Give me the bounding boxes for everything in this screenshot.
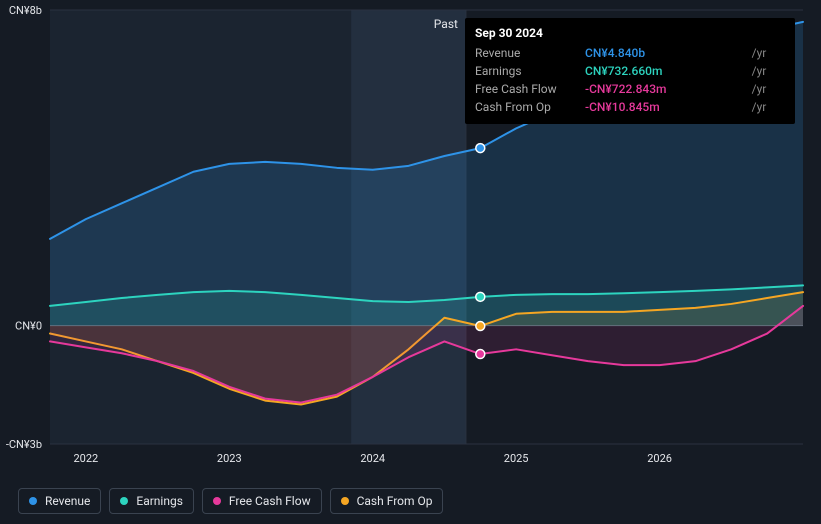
x-axis-label: 2024 (360, 452, 385, 465)
legend-item-revenue[interactable]: Revenue (18, 488, 101, 514)
y-axis-label: CN¥8b (9, 4, 42, 17)
tooltip-title: Sep 30 2024 (475, 26, 785, 40)
tooltip-row-unit: /yr (748, 62, 785, 80)
tooltip-row-value: -CN¥10.845m (585, 98, 748, 116)
tooltip-row-label: Cash From Op (475, 98, 585, 116)
x-axis-label: 2023 (217, 452, 242, 465)
tooltip-row-value: CN¥732.660m (585, 62, 748, 80)
data-tooltip: Sep 30 2024 RevenueCN¥4.840b/yrEarningsC… (465, 18, 795, 124)
marker-cash_from_op[interactable] (476, 322, 485, 331)
tooltip-row: EarningsCN¥732.660m/yr (475, 62, 785, 80)
y-axis-label: -CN¥3b (6, 438, 42, 451)
marker-revenue[interactable] (476, 144, 485, 153)
x-axis-label: 2022 (73, 452, 98, 465)
x-axis-label: 2025 (504, 452, 529, 465)
x-axis-label: 2026 (647, 452, 672, 465)
legend-item-label: Cash From Op (357, 494, 433, 508)
legend-item-label: Earnings (136, 494, 183, 508)
legend-item-cash_from_op[interactable]: Cash From Op (330, 488, 444, 514)
tooltip-row-unit: /yr (748, 80, 785, 98)
marker-free_cash_flow[interactable] (476, 350, 485, 359)
legend-dot-icon (341, 497, 349, 505)
legend-item-label: Free Cash Flow (229, 494, 311, 508)
tooltip-row-unit: /yr (748, 44, 785, 62)
legend-dot-icon (120, 497, 128, 505)
tooltip-row-label: Earnings (475, 62, 585, 80)
legend-item-label: Revenue (45, 494, 90, 508)
legend-item-free_cash_flow[interactable]: Free Cash Flow (202, 488, 322, 514)
past-label: Past (434, 17, 458, 31)
y-axis-label: CN¥0 (15, 320, 42, 333)
financials-chart: CN¥8bCN¥0-CN¥3bPastAnalysts Forecasts202… (0, 0, 821, 524)
tooltip-row-label: Revenue (475, 44, 585, 62)
tooltip-row-value: CN¥4.840b (585, 44, 748, 62)
tooltip-row: Free Cash Flow-CN¥722.843m/yr (475, 80, 785, 98)
tooltip-row-unit: /yr (748, 98, 785, 116)
legend-item-earnings[interactable]: Earnings (109, 488, 194, 514)
tooltip-table: RevenueCN¥4.840b/yrEarningsCN¥732.660m/y… (475, 44, 785, 116)
chart-legend: Revenue Earnings Free Cash Flow Cash From O… (18, 488, 443, 514)
tooltip-row: Cash From Op-CN¥10.845m/yr (475, 98, 785, 116)
tooltip-row-value: -CN¥722.843m (585, 80, 748, 98)
legend-dot-icon (213, 497, 221, 505)
tooltip-row: RevenueCN¥4.840b/yr (475, 44, 785, 62)
tooltip-row-label: Free Cash Flow (475, 80, 585, 98)
marker-earnings[interactable] (476, 292, 485, 301)
legend-dot-icon (29, 497, 37, 505)
